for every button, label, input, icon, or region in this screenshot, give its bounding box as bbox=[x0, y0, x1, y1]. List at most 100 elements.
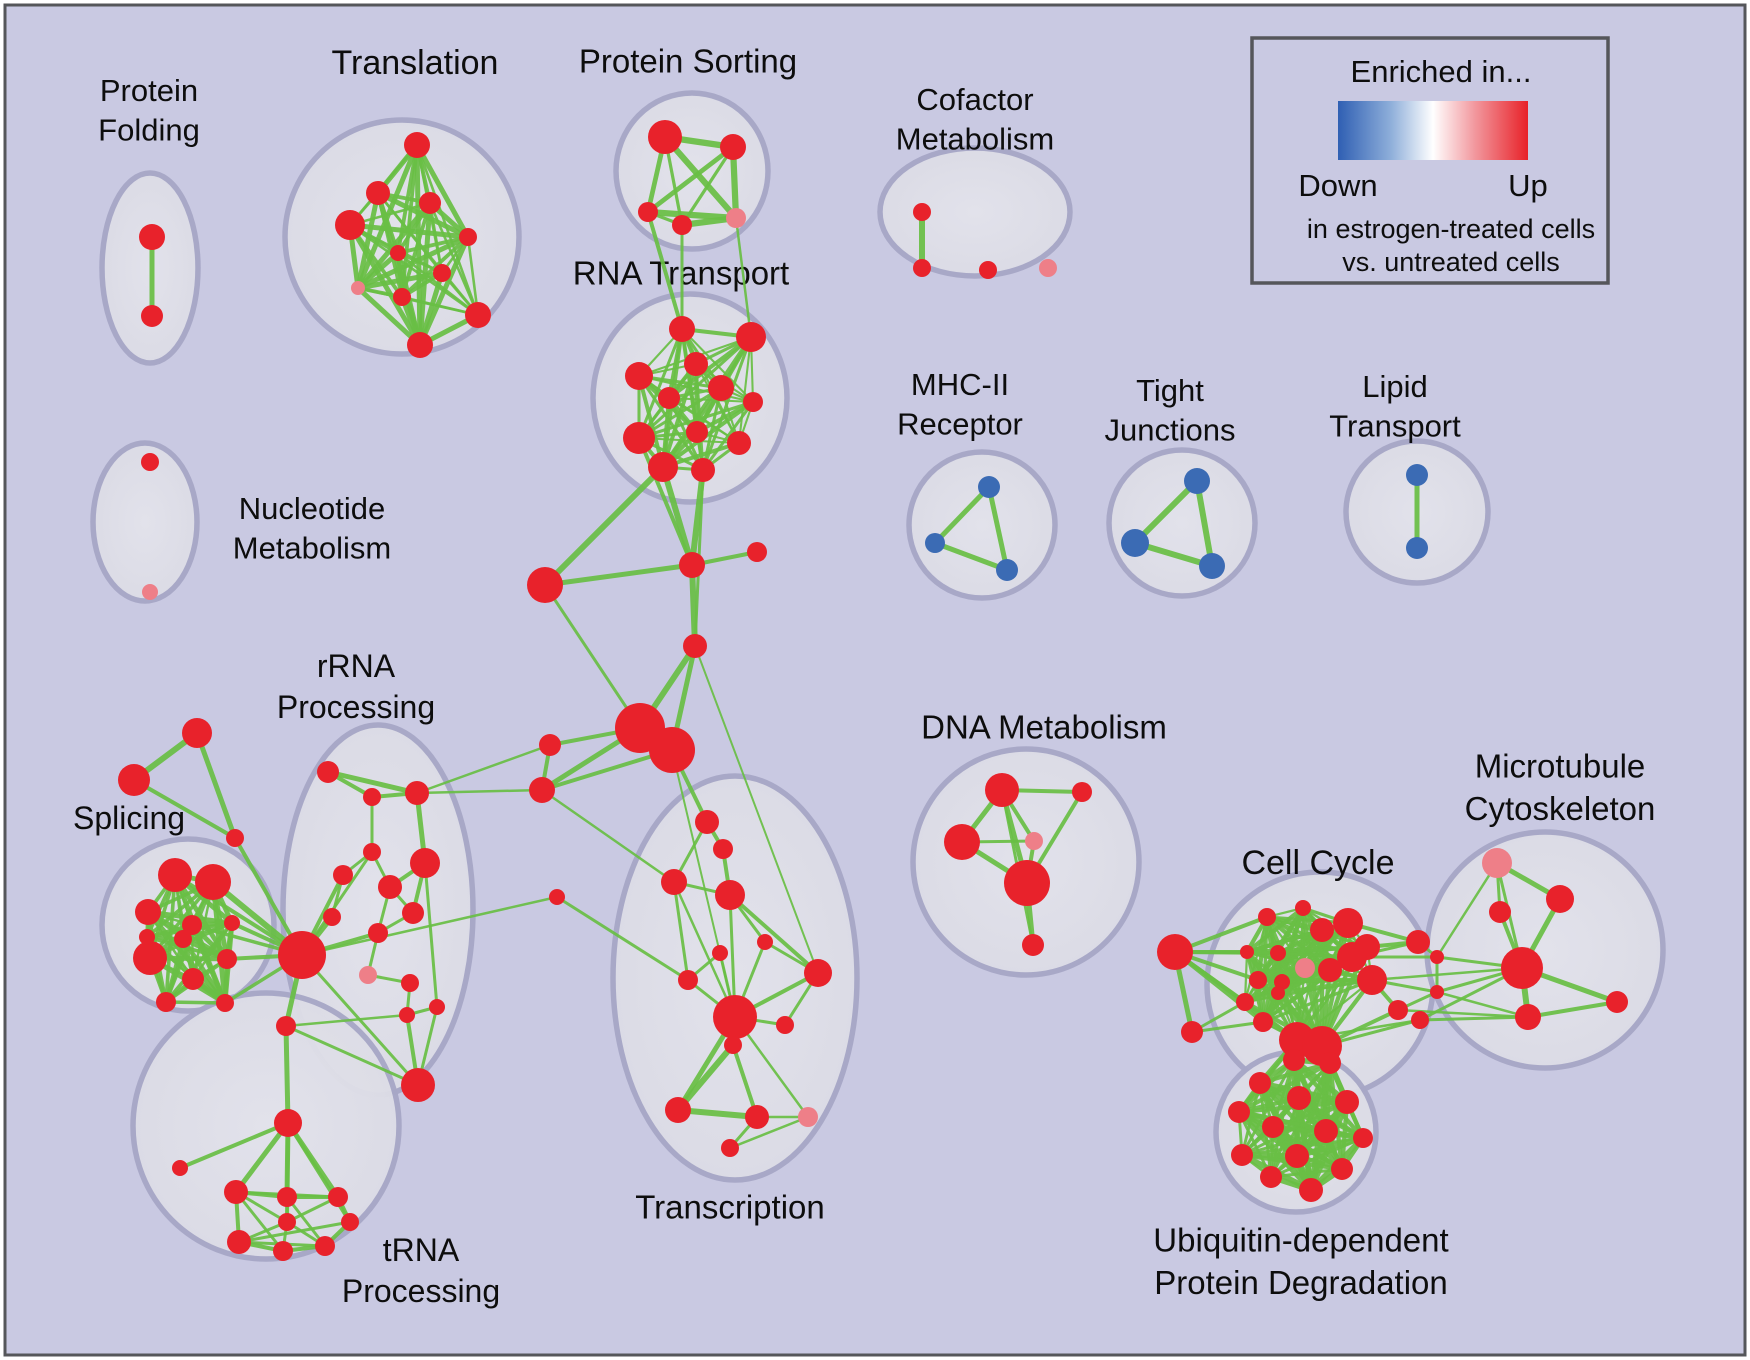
edge bbox=[542, 464, 666, 588]
edge bbox=[661, 133, 740, 222]
rna_transport-node bbox=[658, 387, 680, 409]
edge bbox=[355, 285, 423, 348]
splicing-node bbox=[156, 992, 176, 1012]
edge bbox=[637, 436, 741, 445]
edge bbox=[1132, 478, 1200, 546]
edge bbox=[637, 436, 694, 567]
cluster-label-nucleotide_metabolism: Nucleotide bbox=[239, 491, 385, 526]
microtubule_cytoskeleton-node bbox=[1482, 848, 1512, 878]
edge bbox=[1257, 1060, 1333, 1086]
rna_transport-node bbox=[648, 452, 678, 482]
transcription-node bbox=[724, 1036, 742, 1054]
edge bbox=[646, 210, 684, 331]
cluster-label-splicing: Splicing bbox=[73, 800, 185, 836]
cell_cycle-node bbox=[1318, 958, 1342, 982]
mhc_ii_receptor-node bbox=[925, 533, 945, 553]
bridges-node bbox=[527, 567, 563, 603]
protein_folding-node bbox=[141, 305, 163, 327]
trna_processing-node bbox=[341, 1213, 359, 1231]
cluster-labels-layer: Protein Folding Translation Protein Sorting… bbox=[73, 43, 1655, 1310]
edge bbox=[284, 1024, 420, 1087]
legend-gradient-bar bbox=[1338, 101, 1528, 160]
cell_cycle-node bbox=[1295, 900, 1311, 916]
edge bbox=[1173, 950, 1299, 1042]
bridges-node bbox=[679, 552, 705, 578]
lipid_transport-node bbox=[1406, 537, 1428, 559]
transcription-node bbox=[695, 810, 719, 834]
edge bbox=[284, 1013, 409, 1028]
edge bbox=[423, 861, 439, 1009]
transcription-node bbox=[661, 869, 687, 895]
rna_transport-node bbox=[669, 316, 695, 342]
microtubule_cytoskeleton-node bbox=[1546, 885, 1574, 913]
cell_cycle-node bbox=[1295, 958, 1315, 978]
edge bbox=[542, 562, 695, 588]
rrna_processing-node bbox=[401, 974, 419, 992]
splicing-node bbox=[182, 915, 202, 935]
translation-node bbox=[404, 132, 430, 158]
protein_folding-node bbox=[139, 224, 165, 250]
edge bbox=[543, 583, 642, 730]
rrna_processing-node bbox=[363, 788, 381, 806]
translation-node bbox=[351, 281, 365, 295]
nucleotide_metabolism-node bbox=[141, 453, 159, 471]
cofactor_metabolism-node bbox=[979, 261, 997, 279]
trna_processing-node bbox=[328, 1187, 348, 1207]
cell_cycle-node bbox=[1337, 942, 1367, 972]
ubiquitin_degradation-node bbox=[1262, 1116, 1284, 1138]
cluster-label-microtubule_cytoskeleton: Cytoskeleton bbox=[1465, 790, 1656, 827]
edge bbox=[645, 144, 736, 215]
cluster-label-cell_cycle: Cell Cycle bbox=[1241, 844, 1394, 882]
edge bbox=[540, 788, 676, 884]
trna_processing-node bbox=[315, 1236, 335, 1256]
cell_cycle-node bbox=[1181, 1021, 1203, 1043]
edge bbox=[285, 1195, 327, 1248]
cluster-label-cofactor_metabolism: Metabolism bbox=[896, 122, 1055, 157]
cell_cycle-node bbox=[1258, 908, 1276, 926]
ubiquitin_degradation-node bbox=[1260, 1166, 1282, 1188]
bridges-node bbox=[276, 1016, 296, 1036]
translation-node bbox=[407, 332, 433, 358]
protein_sorting-node bbox=[638, 202, 658, 222]
translation-node bbox=[366, 181, 390, 205]
ubiquitin_degradation-node bbox=[1331, 1158, 1353, 1180]
cluster-label-lipid_transport: Transport bbox=[1329, 409, 1461, 444]
edge bbox=[637, 374, 705, 472]
splicing-node bbox=[135, 899, 161, 925]
edge bbox=[400, 295, 480, 317]
rrna_processing-node bbox=[401, 1068, 435, 1102]
ubiquitin_degradation-node bbox=[1285, 1144, 1309, 1168]
rna_transport-node bbox=[684, 352, 708, 376]
protein_sorting-node bbox=[726, 208, 746, 228]
trna_processing-node bbox=[278, 1213, 296, 1231]
edge bbox=[637, 327, 684, 440]
edge bbox=[986, 484, 1010, 573]
microtubule_cytoskeleton-node bbox=[1489, 901, 1511, 923]
translation-node bbox=[459, 228, 477, 246]
cofactor_metabolism-node bbox=[913, 259, 931, 277]
splicing-node bbox=[139, 929, 155, 945]
cluster-label-translation: Translation bbox=[332, 44, 499, 82]
cofactor_metabolism-node bbox=[913, 203, 931, 221]
rna_transport-node bbox=[708, 375, 734, 401]
ubiquitin_degradation-node bbox=[1231, 1144, 1253, 1166]
edge bbox=[1526, 1000, 1619, 1019]
cluster-label-lipid_transport: Lipid bbox=[1362, 369, 1428, 404]
cluster-ellipse-tight_junctions bbox=[1106, 447, 1258, 599]
edge bbox=[355, 270, 445, 291]
ubiquitin_degradation-node bbox=[1249, 1072, 1271, 1094]
edge bbox=[164, 937, 185, 1004]
cluster-label-ubiquitin_degradation: Ubiquitin-dependent bbox=[1153, 1222, 1448, 1259]
cluster-ellipse-microtubule_cytoskeleton bbox=[1424, 829, 1666, 1071]
cluster-ellipse-cofactor_metabolism bbox=[877, 145, 1073, 279]
edge bbox=[194, 730, 238, 841]
cell_cycle-node bbox=[1388, 1000, 1408, 1020]
cluster-label-mhc_ii_receptor: Receptor bbox=[897, 407, 1023, 442]
rna_transport-node bbox=[727, 431, 751, 455]
edge bbox=[428, 201, 480, 317]
cluster-label-protein_folding: Protein bbox=[100, 73, 198, 108]
transcription-node bbox=[776, 1016, 794, 1034]
cell_cycle-node bbox=[1270, 945, 1286, 961]
ubiquitin_degradation-node bbox=[1283, 1049, 1305, 1071]
